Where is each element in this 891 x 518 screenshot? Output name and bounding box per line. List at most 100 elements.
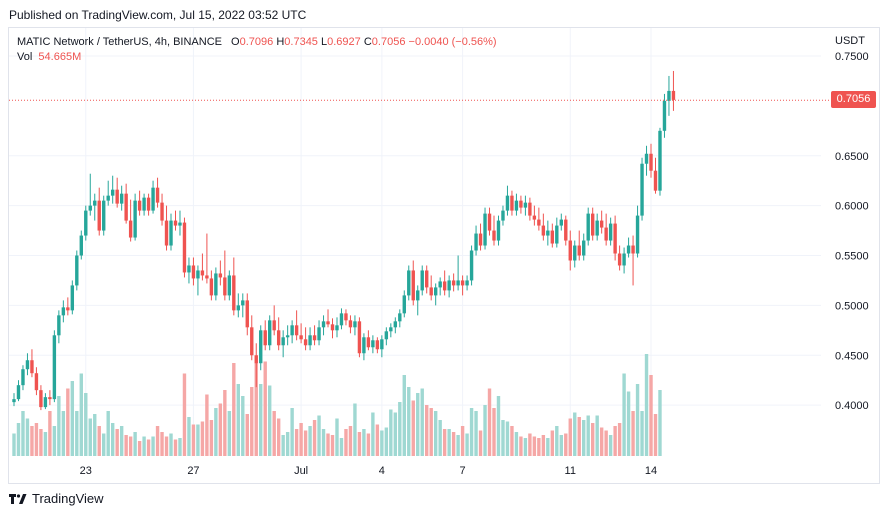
volume-bar	[429, 408, 433, 456]
candle-body	[420, 270, 424, 291]
candle-body	[626, 245, 631, 254]
candle-body	[416, 290, 420, 301]
volume-bar	[590, 423, 595, 456]
candle-body	[398, 313, 402, 322]
date-tick-label: 23	[80, 465, 92, 477]
volume-bar	[43, 432, 48, 456]
volume-bar	[442, 429, 447, 456]
volume-bar	[115, 429, 119, 456]
volume-label: Vol	[17, 51, 33, 63]
volume-bar	[371, 412, 375, 456]
candle-body	[43, 397, 48, 408]
candle-body	[573, 245, 577, 261]
candle-body	[137, 200, 142, 211]
volume-bar	[577, 417, 581, 456]
candle-body	[61, 307, 66, 316]
volume-bar	[626, 391, 631, 456]
price-unit: USDT	[835, 35, 865, 47]
volume-bar	[106, 411, 110, 456]
candle-body	[357, 321, 362, 354]
candle-body	[617, 253, 622, 266]
candle-body	[146, 197, 151, 211]
price-tick-label: 0.5000	[835, 300, 869, 312]
candle-body	[483, 213, 487, 246]
candle-body	[236, 305, 240, 311]
volume-bar	[272, 411, 276, 456]
volume-bar	[84, 393, 88, 456]
candle-body	[128, 220, 133, 238]
candle-body	[590, 213, 595, 236]
candle-body	[407, 270, 411, 296]
volume-bar	[362, 429, 366, 456]
candle-body	[546, 230, 550, 236]
volume-bar	[12, 433, 16, 456]
candle-body	[523, 202, 528, 208]
volume-bar	[200, 421, 205, 456]
candle-body	[528, 202, 532, 216]
volume-bar	[75, 411, 79, 456]
candle-body	[658, 130, 662, 191]
candle-body	[425, 270, 429, 288]
candle-body	[321, 321, 326, 328]
volume-bar	[451, 432, 456, 456]
volume-bar	[119, 426, 124, 456]
candle-body	[196, 270, 200, 279]
candle-body	[451, 280, 456, 286]
volume-bar	[160, 432, 164, 456]
close-value: 0.7056	[371, 36, 406, 48]
candle-body	[160, 202, 164, 221]
volume-bar	[420, 388, 424, 456]
candle-body	[649, 153, 653, 171]
candle-body	[142, 197, 146, 211]
volume-bar	[393, 412, 398, 456]
symbol-name[interactable]: MATIC Network / TetherUS, 4h, BINANCE	[17, 36, 222, 48]
volume-bar	[389, 409, 393, 456]
volume-bar	[294, 429, 299, 456]
volume-bar	[155, 426, 160, 456]
volume-bar	[164, 436, 169, 456]
volume-bar	[433, 411, 438, 456]
candle-body	[97, 200, 101, 231]
candle-body	[155, 187, 160, 203]
volume-bar	[398, 402, 402, 456]
date-tick-label: 27	[187, 465, 199, 477]
candle-body	[308, 335, 312, 346]
candle-body	[384, 331, 389, 340]
price-tick-label: 0.4000	[835, 400, 869, 412]
volume-bar	[573, 412, 577, 456]
candle-body	[393, 321, 398, 328]
candle-body	[66, 307, 70, 311]
volume-bar	[182, 373, 187, 456]
candle-body	[285, 335, 290, 338]
volume-legend: Vol 54.665M	[17, 51, 81, 63]
candle-body	[532, 215, 537, 220]
volume-bar	[357, 432, 362, 456]
volume-bar	[519, 436, 523, 456]
candle-body	[433, 287, 438, 296]
candle-body	[250, 327, 254, 356]
volume-bar	[380, 430, 384, 456]
candle-body	[299, 335, 303, 340]
candle-body	[205, 275, 209, 279]
volume-bar	[402, 375, 406, 456]
candle-body	[447, 280, 451, 291]
candle-body	[644, 153, 649, 164]
candle-body	[223, 277, 227, 296]
volume-bar	[218, 403, 223, 456]
candle-body	[12, 399, 16, 403]
footer-brand[interactable]: TradingView	[9, 491, 104, 506]
volume-bar	[537, 438, 541, 456]
volume-bar	[285, 432, 290, 456]
candle-body	[75, 255, 79, 286]
change-value: −0.0040 (−0.56%)	[408, 36, 497, 48]
candle-body	[478, 233, 483, 246]
volume-bar	[241, 396, 245, 456]
chart-frame	[8, 27, 880, 484]
low-value: 0.6927	[327, 36, 361, 48]
date-tick-label: 14	[645, 465, 657, 477]
volume-bar	[523, 438, 528, 456]
candle-body	[568, 240, 572, 261]
candle-body	[39, 390, 43, 408]
volume-bar	[317, 415, 321, 456]
